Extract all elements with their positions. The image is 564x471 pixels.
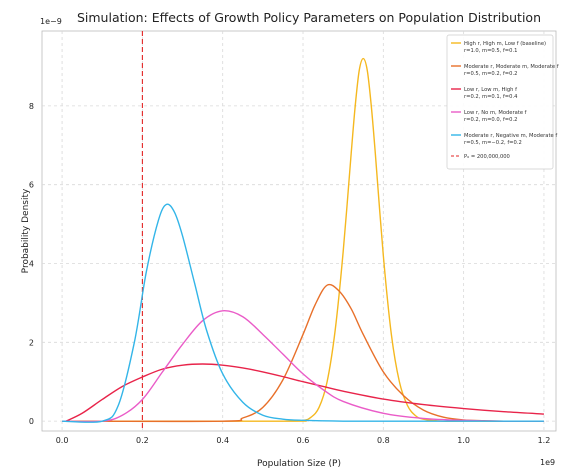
- plot-frame: [41, 30, 557, 432]
- x-tick-label: 0.2: [136, 436, 149, 445]
- y-tick-label: 0: [29, 417, 34, 426]
- x-tick-label: 0.6: [297, 436, 310, 445]
- legend-entry-reference: P₀ = 200,000,000: [464, 154, 510, 160]
- plot-area: 0.0 0.2 0.4 0.6 0.8 1.0 1.2 0 2 4 6 8: [29, 30, 557, 445]
- x-tick-label: 1.0: [457, 436, 470, 445]
- y-tick-label: 4: [29, 260, 34, 269]
- legend-entry-name: Moderate r, Moderate m, Moderate f: [464, 64, 559, 70]
- series-line-4: [62, 310, 544, 423]
- chart-title: Simulation: Effects of Growth Policy Par…: [77, 10, 541, 25]
- y-tick-label: 8: [29, 102, 34, 111]
- series-line-5: [62, 203, 544, 424]
- legend-entry-params: r=1.0, m=0.5, f=0.1: [464, 48, 517, 54]
- x-tick-label: 0.8: [377, 436, 390, 445]
- x-axis-label: Population Size (P): [257, 459, 341, 469]
- y-axis-label: Probability Density: [21, 188, 31, 273]
- series-line-1: [62, 57, 544, 422]
- x-tick-label: 0.0: [56, 436, 69, 445]
- x-axis-offset-label: 1e9: [540, 458, 555, 467]
- y-tick-label: 2: [29, 338, 34, 347]
- legend-entry-params: r=0.5, m=0.2, f=0.2: [464, 71, 517, 77]
- x-tick-label: 1.2: [538, 436, 551, 445]
- series-line-2: [62, 283, 544, 423]
- legend-entry-name: Moderate r, Negative m, Moderate f: [464, 133, 557, 139]
- legend-entry-params: r=0.2, m=0.1, f=0.4: [464, 94, 518, 100]
- legend: High r, High m, Low f (baseline)r=1.0, m…: [446, 34, 559, 170]
- legend-entry-name: High r, High m, Low f (baseline): [464, 41, 546, 47]
- y-tick-label: 6: [29, 181, 34, 190]
- series-line-3: [65, 363, 544, 422]
- legend-entry-name: Low r, No m, Moderate f: [464, 110, 527, 116]
- y-axis-offset-label: 1e−9: [40, 17, 62, 26]
- legend-entry-name: Low r, Low m, High f: [464, 87, 517, 93]
- legend-box: [446, 34, 554, 170]
- legend-entry-params: r=0.2, m=0.0, f=0.2: [464, 117, 517, 123]
- legend-entry-params: r=0.5, m=−0.2, f=0.2: [464, 140, 522, 146]
- x-tick-label: 0.4: [216, 436, 229, 445]
